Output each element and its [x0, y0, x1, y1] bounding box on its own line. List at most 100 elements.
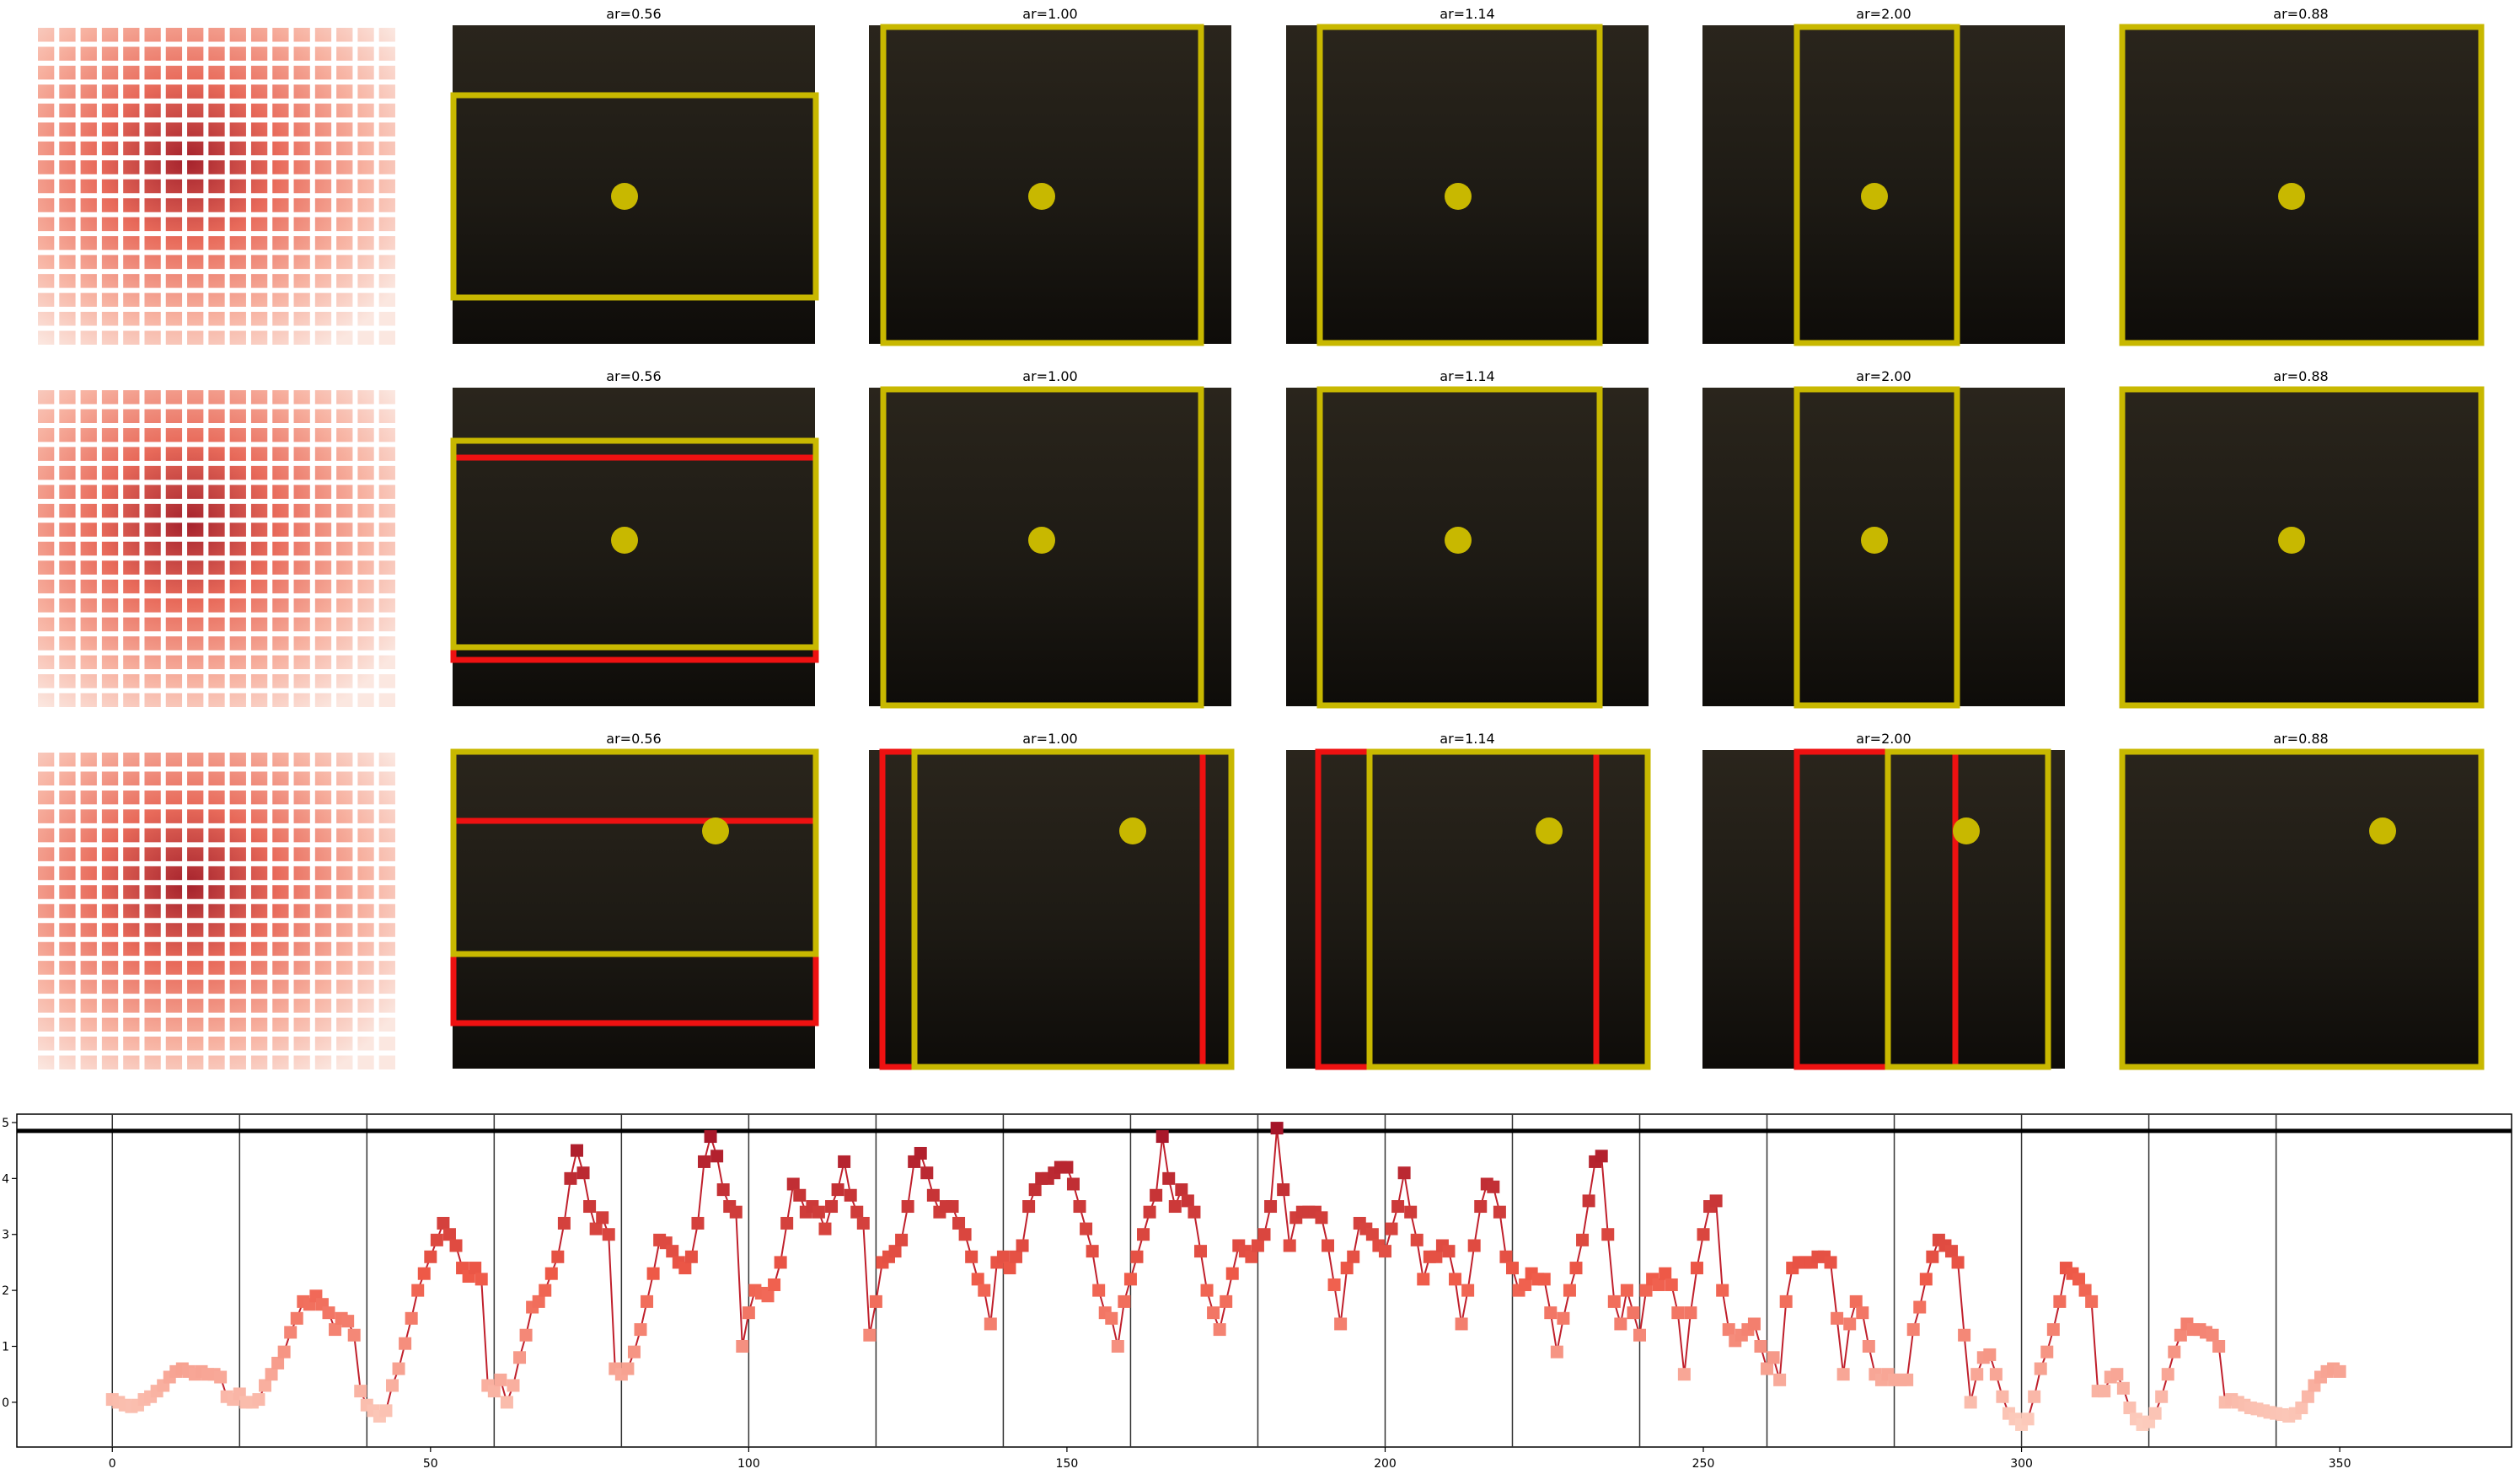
heatmap-panel: [33, 385, 400, 712]
x-tick-label: 50: [423, 1457, 438, 1471]
data-point: [1499, 1250, 1513, 1263]
data-point: [901, 1200, 914, 1214]
data-point: [1761, 1362, 1774, 1375]
data-point: [1862, 1340, 1875, 1353]
data-point: [1327, 1278, 1341, 1291]
y-tick-label: 3: [2, 1229, 9, 1242]
data-point: [329, 1323, 342, 1337]
data-point: [698, 1155, 711, 1168]
data-point: [487, 1385, 501, 1398]
panel-title: ar=1.14: [1440, 368, 1494, 384]
data-point: [1200, 1284, 1214, 1297]
data-point: [1022, 1200, 1036, 1214]
data-point: [774, 1256, 787, 1269]
y-tick-label: 1: [2, 1341, 9, 1354]
data-point: [984, 1317, 997, 1331]
data-point: [1003, 1262, 1016, 1275]
data-point: [1251, 1239, 1264, 1252]
data-point: [1283, 1239, 1296, 1252]
line-chart: 0 50 100 150 200 250 300 350 0 1 2 3 4 5: [2, 1113, 2512, 1471]
data-point: [1417, 1273, 1430, 1286]
data-point: [1474, 1200, 1488, 1214]
y-axis-ticks: 0 1 2 3 4 5: [2, 1117, 17, 1410]
data-point: [2123, 1402, 2137, 1415]
data-point: [1340, 1262, 1354, 1275]
data-point: [1397, 1166, 1411, 1180]
data-point: [1697, 1228, 1710, 1241]
data-point: [1550, 1345, 1563, 1359]
data-point: [507, 1379, 520, 1392]
data-point: [392, 1362, 405, 1375]
data-point: [1665, 1278, 1678, 1291]
panel-title: ar=1.00: [1022, 6, 1077, 22]
panel-title: ar=0.88: [2273, 6, 2328, 22]
panel-title: ar=2.00: [1856, 6, 1911, 22]
target-dot: [611, 183, 2305, 210]
data-point: [1627, 1306, 1640, 1320]
heatmap-panel: [33, 748, 400, 1075]
data-point: [284, 1326, 298, 1339]
data-point: [1181, 1194, 1194, 1208]
data-point: [2148, 1407, 2162, 1420]
data-point: [736, 1340, 749, 1353]
data-point: [2161, 1368, 2174, 1381]
data-point: [2028, 1390, 2041, 1403]
panel-title: ar=0.88: [2273, 731, 2328, 747]
data-point: [2206, 1328, 2219, 1342]
data-point: [589, 1222, 603, 1235]
data-point: [761, 1289, 775, 1303]
data-point: [564, 1171, 577, 1185]
data-point: [1385, 1222, 1398, 1235]
yellow-box: [450, 24, 2485, 346]
data-point: [1467, 1239, 1481, 1252]
data-point: [1519, 1278, 1532, 1291]
data-point: [1633, 1328, 1647, 1342]
data-point: [1919, 1273, 1933, 1286]
data-point: [271, 1356, 285, 1369]
data-point: [576, 1166, 590, 1180]
x-tick-label: 250: [1692, 1457, 1715, 1471]
y-tick-label: 0: [2, 1396, 9, 1410]
data-point: [1168, 1200, 1182, 1214]
data-point: [1073, 1200, 1086, 1214]
data-point: [1207, 1306, 1220, 1320]
data-point: [1442, 1245, 1456, 1258]
data-point: [1958, 1328, 1971, 1342]
data-point: [2174, 1328, 2187, 1342]
data-point: [2301, 1390, 2314, 1403]
data-point: [1951, 1256, 1965, 1269]
data-point: [399, 1337, 412, 1350]
data-point: [277, 1345, 291, 1359]
data-point: [1257, 1228, 1271, 1241]
data-point: [812, 1205, 825, 1219]
data-point: [1983, 1348, 1997, 1361]
data-point: [1137, 1228, 1150, 1241]
data-point: [1856, 1306, 1869, 1320]
photo-panel: [1286, 25, 1649, 344]
data-point: [1086, 1245, 1099, 1258]
data-point: [602, 1228, 615, 1241]
data-point: [252, 1393, 265, 1407]
data-point: [354, 1385, 367, 1398]
data-point: [1747, 1317, 1761, 1331]
data-point: [322, 1306, 335, 1320]
data-point: [952, 1216, 966, 1230]
y-tick-label: 2: [2, 1284, 9, 1298]
data-point: [786, 1177, 800, 1191]
data-point: [825, 1200, 839, 1214]
data-point: [2078, 1284, 2092, 1297]
data-point: [442, 1228, 456, 1241]
data-point: [1595, 1150, 1608, 1163]
data-point: [704, 1130, 717, 1144]
data-point: [850, 1205, 864, 1219]
data-point: [780, 1216, 794, 1230]
data-point: [513, 1351, 527, 1364]
data-point: [1926, 1250, 1939, 1263]
data-point: [1060, 1160, 1074, 1174]
data-point: [1277, 1183, 1290, 1197]
data-point: [634, 1323, 647, 1337]
data-point: [1322, 1239, 1335, 1252]
data-point: [1843, 1317, 1857, 1331]
data-point: [544, 1267, 558, 1280]
data-point: [1487, 1180, 1500, 1193]
